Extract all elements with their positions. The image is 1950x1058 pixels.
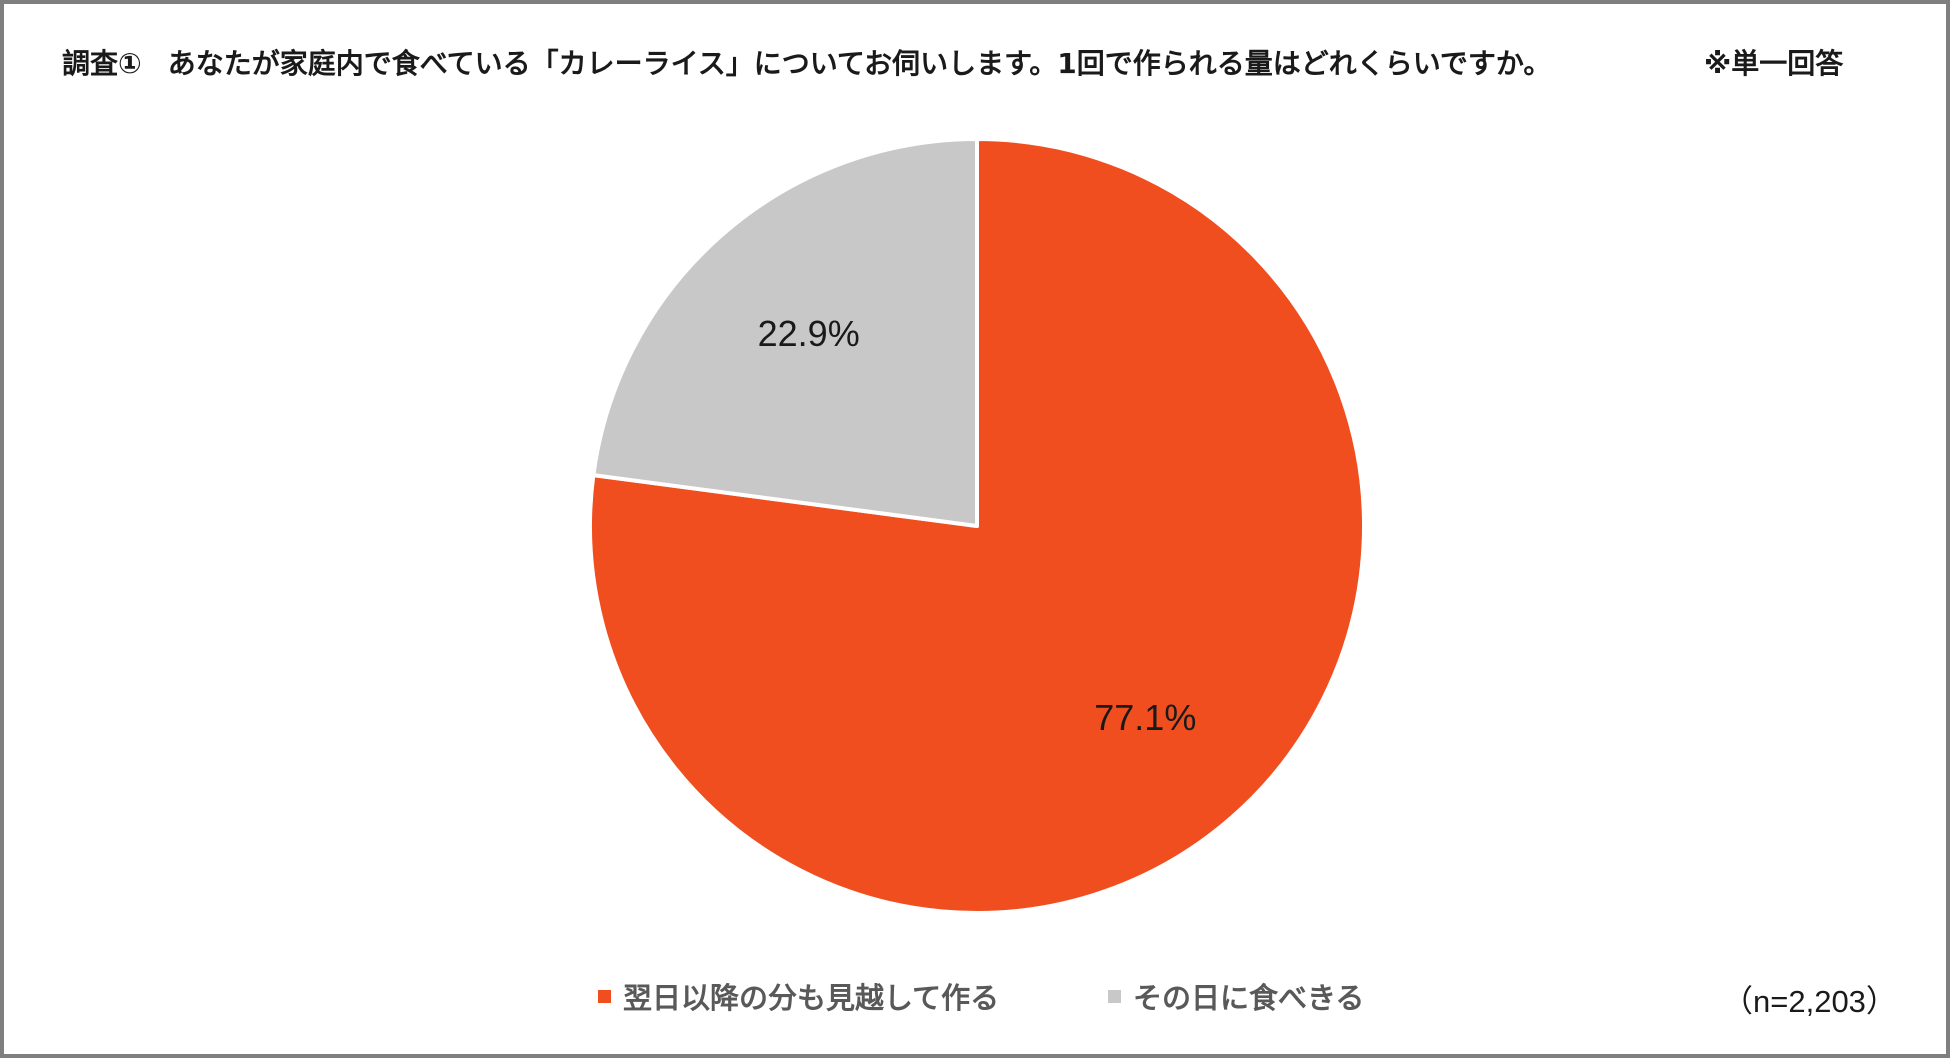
sample-size: （n=2,203） xyxy=(1722,984,1897,1019)
pie-slice-next-day xyxy=(588,137,1366,915)
legend-swatch-next-day xyxy=(598,989,611,1003)
survey-question: あなたが家庭内で食べている「カレーライス」についてお伺いします。1回で作られる量… xyxy=(167,47,1552,80)
legend-label-next-day: 翌日以降の分も見越して作る xyxy=(623,981,1000,1015)
legend-label-same-day: その日に食べきる xyxy=(1133,981,1365,1015)
pie-labels: 77.1% 22.9% xyxy=(758,313,1197,738)
chart-title: 調査① あなたが家庭内で食べている「カレーライス」についてお伺いします。1回で作ら… xyxy=(62,42,1551,82)
legend-item-next-day: 翌日以降の分も見越して作る xyxy=(598,975,999,1017)
legend-swatch-same-day xyxy=(1108,989,1121,1003)
survey-number: 調査① xyxy=(62,47,142,80)
legend: 翌日以降の分も見越して作る その日に食べきる xyxy=(0,975,1950,1015)
pie-slice-same-day xyxy=(591,137,979,528)
data-label-same-day: 22.9% xyxy=(758,313,860,354)
answer-type-note: ※単一回答 xyxy=(1704,47,1844,80)
data-label-next-day: 77.1% xyxy=(1094,697,1196,738)
pie-slices xyxy=(588,137,1366,915)
legend-item-same-day: その日に食べきる xyxy=(1108,975,1364,1017)
